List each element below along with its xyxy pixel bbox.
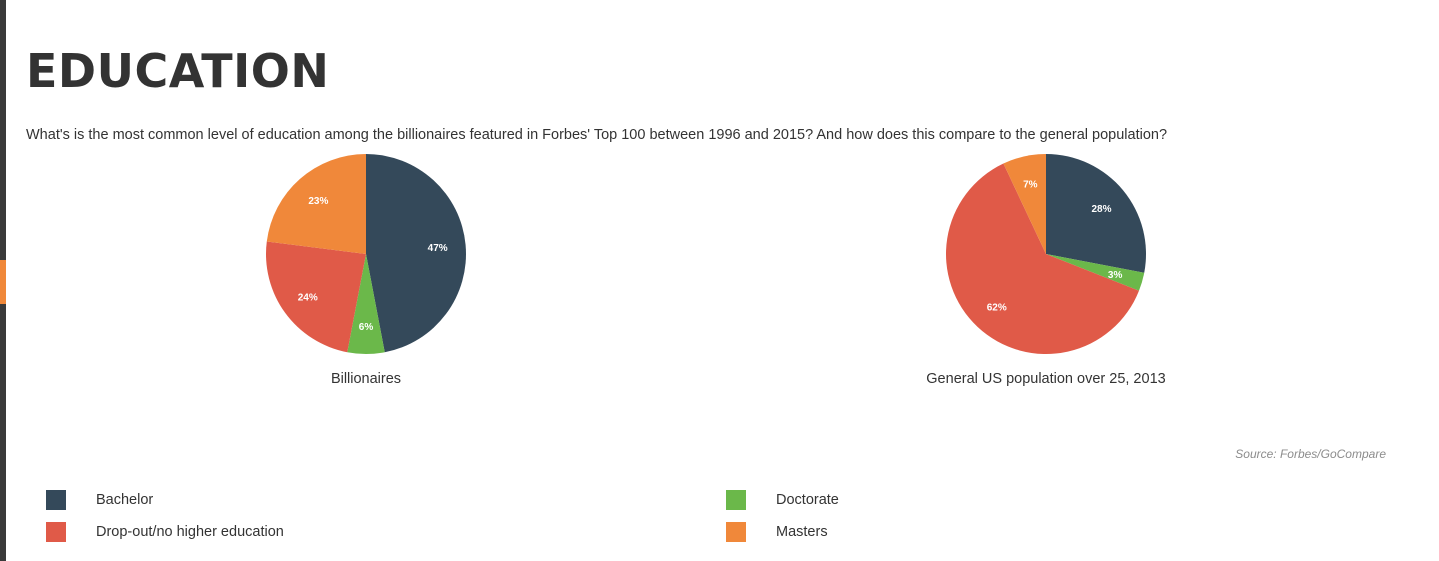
pie-slice-bachelor	[366, 154, 467, 353]
general-population-pie-chart: 28% 3% 62% 7%	[946, 154, 1146, 355]
pie-label-doctorate: 3%	[1108, 270, 1123, 281]
legend-swatch-bachelor	[46, 490, 66, 510]
source-note: Source: Forbes/GoCompare	[1235, 447, 1386, 461]
legend-item-bachelor: Bachelor	[46, 490, 153, 510]
pie-slice-bachelor	[1046, 154, 1146, 273]
legend-label-masters: Masters	[776, 524, 828, 540]
legend-swatch-doctorate	[726, 490, 746, 510]
left-edge-accent	[0, 260, 6, 304]
legend-item-doctorate: Doctorate	[726, 490, 839, 510]
legend-label-dropout: Drop-out/no higher education	[96, 524, 284, 540]
pie-slice-drop-out-no-higher-education	[266, 241, 366, 353]
pie-label-masters: 23%	[308, 196, 328, 207]
pie-slice-masters	[1003, 154, 1046, 254]
pie-label-bachelor: 47%	[428, 243, 448, 254]
legend-label-bachelor: Bachelor	[96, 492, 154, 508]
general-population-pie-caption: General US population over 25, 2013	[926, 371, 1166, 387]
legend-swatch-dropout	[46, 522, 66, 542]
pie-label-doctorate: 6%	[359, 322, 374, 333]
pie-slice-doctorate	[347, 254, 385, 354]
page-title: EDUCATION	[26, 44, 330, 98]
page-question: What's is the most common level of educa…	[26, 127, 1168, 143]
pie-label-drop-out-no-higher-education: 24%	[298, 292, 318, 303]
pie-slice-masters	[266, 154, 366, 254]
legend-swatch-masters	[726, 522, 746, 542]
billionaires-pie-caption: Billionaires	[330, 371, 402, 387]
pie-slice-doctorate	[1046, 254, 1145, 291]
legend-label-doctorate: Doctorate	[776, 492, 839, 508]
pie-label-drop-out-no-higher-education: 62%	[987, 302, 1007, 313]
pie-label-masters: 7%	[1023, 180, 1038, 191]
pie-slice-drop-out-no-higher-education	[946, 163, 1139, 355]
pie-label-bachelor: 28%	[1091, 204, 1111, 215]
legend-item-masters: Masters	[726, 522, 828, 542]
billionaires-pie-chart: 47% 6% 24% 23%	[266, 154, 467, 354]
legend-item-dropout: Drop-out/no higher education	[46, 522, 284, 542]
